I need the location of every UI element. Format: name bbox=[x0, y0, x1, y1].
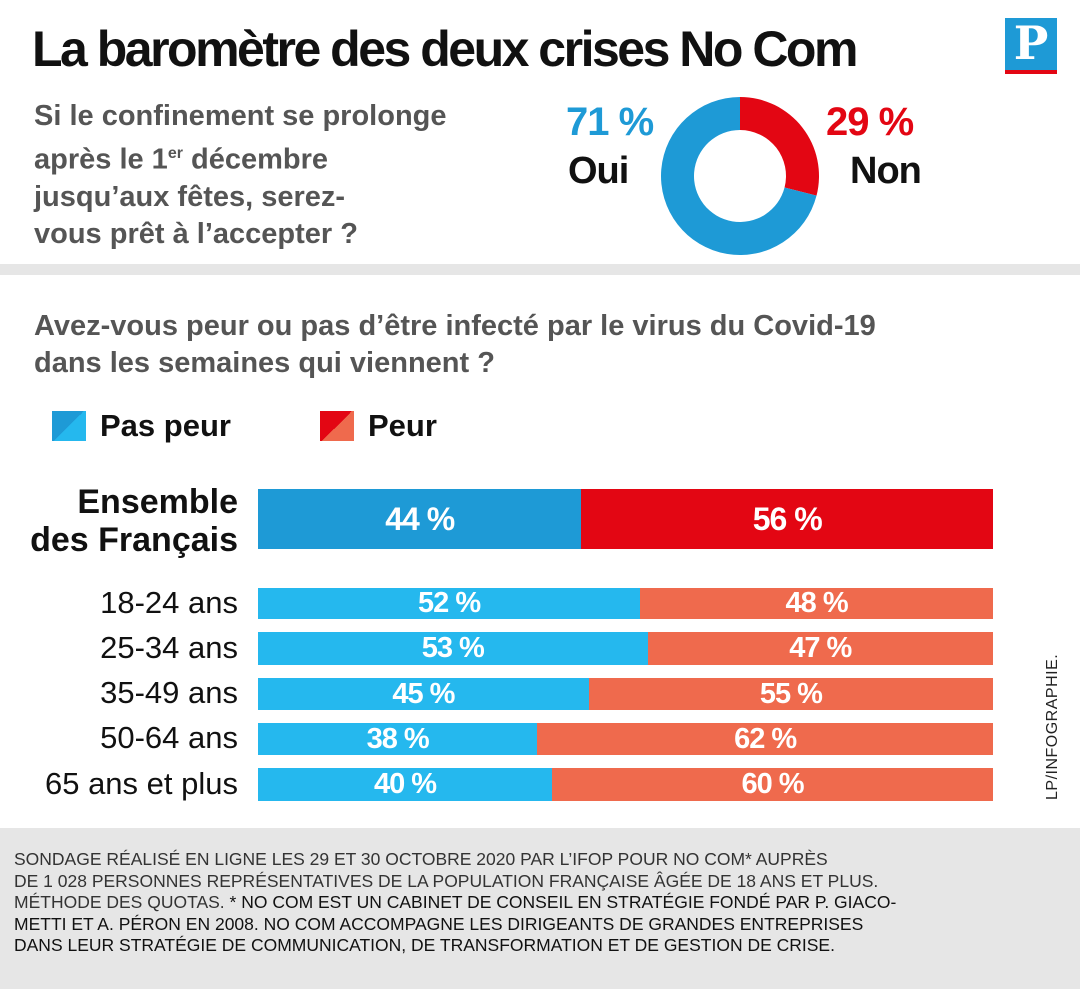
footer-line1: Sondage réalisé en ligne les 29 et 30 oc… bbox=[14, 849, 828, 869]
legend-peur: Peur bbox=[320, 406, 437, 446]
question1-line2-post: décembre bbox=[182, 143, 329, 176]
methodology-footer: Sondage réalisé en ligne les 29 et 30 oc… bbox=[0, 828, 1080, 989]
donut-slice-oui bbox=[661, 97, 817, 256]
bar-segment-peur-1: 48 % bbox=[640, 587, 993, 619]
donut-oui-percent: 71 % bbox=[566, 100, 654, 144]
question-covid-fear: Avez-vous peur ou pas d’être infecté par… bbox=[34, 308, 1014, 382]
stacked-bar-4: 38 % 62 % bbox=[258, 723, 993, 755]
question1-line1: Si le confinement se prolonge bbox=[34, 100, 447, 132]
donut-non-percent: 29 % bbox=[826, 100, 914, 144]
stacked-bar-2: 53 % 47 % bbox=[258, 632, 993, 665]
footer-line5: dans leur stratégie de communication, de… bbox=[14, 935, 835, 955]
question2-line1: Avez-vous peur ou pas d’être infecté par… bbox=[34, 310, 876, 342]
legend-peur-label: Peur bbox=[368, 408, 437, 443]
question-confinement: Si le confinement se prolonge après le 1… bbox=[34, 98, 504, 253]
bar-segment-pas-peur-2: 53 % bbox=[258, 632, 648, 665]
bar-segment-peur-4: 62 % bbox=[537, 723, 993, 755]
acceptance-donut-chart bbox=[661, 97, 819, 256]
bar-label-1: 18-24 ans bbox=[0, 584, 238, 620]
bar-label-0-line-1: des Français bbox=[30, 521, 238, 559]
question2-line2: dans les semaines qui viennent ? bbox=[34, 347, 495, 379]
infographic-title: La baromètre des deux crises No Com bbox=[32, 21, 858, 77]
question1-line2-pre: après le 1 bbox=[34, 143, 168, 176]
bar-segment-pas-peur-4: 38 % bbox=[258, 723, 538, 755]
question1-line2-sup: er bbox=[167, 145, 183, 162]
methodology-text: Sondage réalisé en ligne les 29 et 30 oc… bbox=[14, 849, 1054, 957]
donut-non-label: Non bbox=[850, 150, 922, 192]
legend-pas-peur-swatch bbox=[52, 411, 86, 441]
question1-line3: jusqu’aux fêtes, serez- bbox=[34, 180, 346, 213]
credit-infographie: LP/INFOGRAPHIE. bbox=[1044, 653, 1061, 800]
bar-segment-peur-5: 60 % bbox=[552, 768, 993, 801]
bar-segment-pas-peur-5: 40 % bbox=[258, 768, 552, 801]
bar-label-5: 65 ans et plus bbox=[0, 765, 238, 801]
bar-label-3-line-0: 35-49 ans bbox=[100, 675, 238, 710]
stacked-bar-5: 40 % 60 % bbox=[258, 768, 993, 801]
footer-line3-b: * No Com est un cabinet de conseil en st… bbox=[229, 892, 897, 912]
stacked-bar-1: 52 % 48 % bbox=[258, 587, 993, 619]
bar-label-0-line-0: Ensemble bbox=[77, 483, 238, 521]
stacked-bar-0: 44 % 56 % bbox=[258, 489, 993, 549]
le-parisien-logo: P bbox=[1005, 18, 1057, 74]
bar-segment-pas-peur-3: 45 % bbox=[258, 678, 589, 710]
legend-peur-swatch bbox=[320, 411, 354, 441]
logo-underline bbox=[1005, 70, 1057, 74]
bar-label-3: 35-49 ans bbox=[0, 676, 238, 710]
footer-line4: metti et A. Péron en 2008. No Com accomp… bbox=[14, 913, 864, 934]
bar-segment-pas-peur-0: 44 % bbox=[258, 489, 582, 549]
footer-line3-a: Méthode des quotas. bbox=[14, 892, 230, 912]
bar-segment-pas-peur-1: 52 % bbox=[258, 587, 641, 619]
legend-pas-peur: Pas peur bbox=[52, 406, 231, 446]
donut-slice-non bbox=[740, 97, 819, 196]
section-divider bbox=[0, 264, 1080, 275]
footer-line3: Méthode des quotas. * No Com est un cabi… bbox=[14, 892, 1054, 914]
donut-oui-label: Oui bbox=[568, 150, 629, 192]
bar-segment-peur-3: 55 % bbox=[588, 678, 993, 710]
bar-label-4-line-0: 50-64 ans bbox=[100, 720, 238, 755]
bar-segment-peur-0: 56 % bbox=[581, 489, 993, 549]
bar-label-0: Ensemble des Français bbox=[0, 483, 238, 559]
bar-segment-peur-2: 47 % bbox=[647, 632, 993, 665]
stacked-bar-3: 45 % 55 % bbox=[258, 678, 993, 710]
bar-label-4: 50-64 ans bbox=[0, 721, 238, 755]
bar-label-5-line-0: 65 ans et plus bbox=[44, 765, 238, 801]
footer-line2: de 1 028 personnes représentatives de la… bbox=[14, 870, 879, 891]
bar-label-1-line-0: 18-24 ans bbox=[100, 584, 238, 620]
legend-pas-peur-label: Pas peur bbox=[100, 408, 231, 443]
question1-line2: après le 1er décembre bbox=[34, 135, 504, 179]
bar-label-2: 25-34 ans bbox=[0, 629, 238, 665]
bar-label-2-line-0: 25-34 ans bbox=[100, 629, 238, 665]
question1-line4: vous prêt à l’accepter ? bbox=[34, 217, 358, 250]
